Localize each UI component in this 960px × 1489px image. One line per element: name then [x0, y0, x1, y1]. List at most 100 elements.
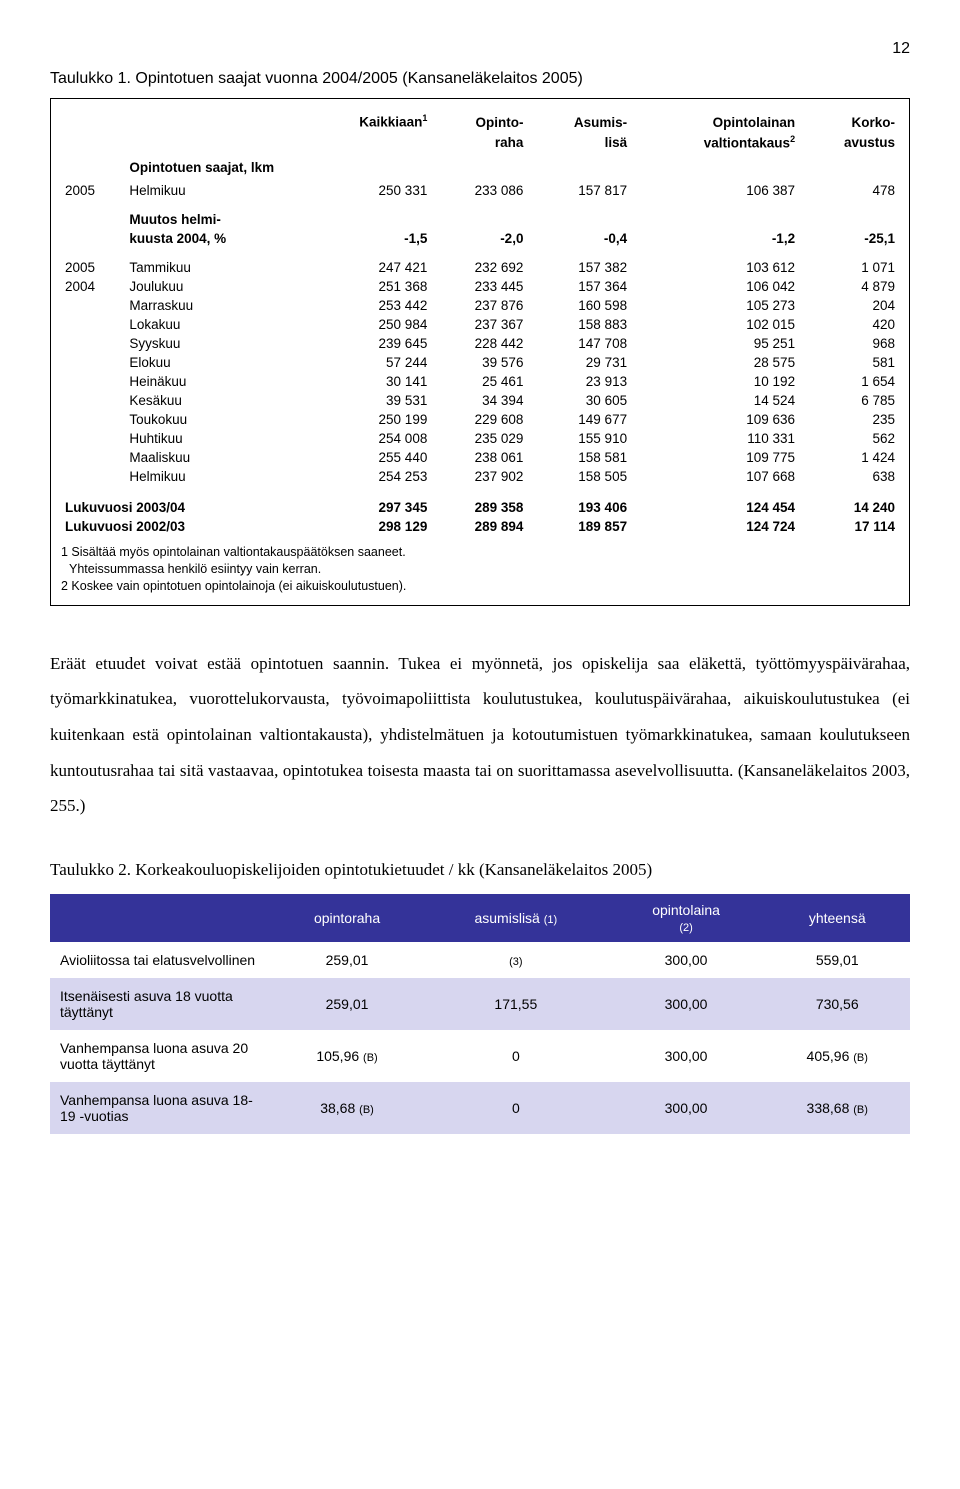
- table-cell: -0,4: [527, 229, 631, 248]
- row-label: Vanhempansa luona asuva 18-19 -vuotias: [50, 1082, 270, 1134]
- table-cell: Toukokuu: [125, 410, 302, 429]
- table-cell: Tammikuu: [125, 258, 302, 277]
- table-row: Avioliitossa tai elatusvelvollinen259,01…: [50, 942, 910, 978]
- table-cell: 17 114: [799, 517, 899, 536]
- table-row: Maaliskuu255 440238 061158 581109 7751 4…: [61, 448, 899, 467]
- table-cell: 237 876: [431, 296, 527, 315]
- table-cell: kuusta 2004, %: [125, 229, 302, 248]
- t2-h1: opintoraha: [270, 894, 424, 942]
- fn2-sup: 2: [61, 579, 68, 593]
- table-cell: 28 575: [631, 353, 799, 372]
- table-cell: 193 406: [527, 498, 631, 517]
- table-cell: 239 645: [303, 334, 432, 353]
- table-cell: 559,01: [764, 942, 910, 978]
- table-cell: 124 454: [631, 498, 799, 517]
- table-cell: 235 029: [431, 429, 527, 448]
- table-cell: 14 524: [631, 391, 799, 410]
- table-row: 2005Helmikuu250 331233 086157 817106 387…: [61, 181, 899, 200]
- table-cell: Lukuvuosi 2002/03: [61, 517, 303, 536]
- table-cell: 259,01: [270, 978, 424, 1030]
- table-cell: 157 364: [527, 277, 631, 296]
- table-cell: [303, 210, 432, 229]
- row-label: Vanhempansa luona asuva 20 vuotta täyttä…: [50, 1030, 270, 1082]
- row-label: Avioliitossa tai elatusvelvollinen: [50, 942, 270, 978]
- table-cell: 57 244: [303, 353, 432, 372]
- table-cell: Huhtikuu: [125, 429, 302, 448]
- body-paragraph: Eräät etuudet voivat estää opintotuen sa…: [50, 646, 910, 824]
- table-cell: 2005: [61, 258, 125, 277]
- table-cell: Muutos helmi-: [125, 210, 302, 229]
- table-cell: 2005: [61, 181, 125, 200]
- table-cell: Syyskuu: [125, 334, 302, 353]
- table1: Kaikkiaan1 Opinto- Asumis- Opintolainan …: [61, 111, 899, 536]
- table-cell: 30 605: [527, 391, 631, 410]
- table-cell: 237 902: [431, 467, 527, 486]
- table-cell: 730,56: [764, 978, 910, 1030]
- table-cell: 250 199: [303, 410, 432, 429]
- table-cell: 157 382: [527, 258, 631, 277]
- table-cell: [61, 296, 125, 315]
- table-cell: 254 008: [303, 429, 432, 448]
- table-cell: 14 240: [799, 498, 899, 517]
- hdr-kaikkiaan: Kaikkiaan: [359, 115, 422, 130]
- table-cell: 247 421: [303, 258, 432, 277]
- table-cell: Lokakuu: [125, 315, 302, 334]
- table-row: Itsenäisesti asuva 18 vuotta täyttänyt25…: [50, 978, 910, 1030]
- table-cell: 109 636: [631, 410, 799, 429]
- table-cell: 39 531: [303, 391, 432, 410]
- table-cell: [527, 210, 631, 229]
- table-row: Lokakuu250 984237 367158 883102 015420: [61, 315, 899, 334]
- table-cell: 300,00: [608, 1082, 765, 1134]
- table-cell: 405,96 (B): [764, 1030, 910, 1082]
- table-cell: Elokuu: [125, 353, 302, 372]
- table-cell: [61, 429, 125, 448]
- table-row: Lukuvuosi 2003/04297 345289 358193 40612…: [61, 498, 899, 517]
- table-cell: 106 042: [631, 277, 799, 296]
- table-cell: [431, 210, 527, 229]
- table-cell: 124 724: [631, 517, 799, 536]
- table-cell: 250 331: [303, 181, 432, 200]
- table-cell: -1,2: [631, 229, 799, 248]
- table-cell: 289 894: [431, 517, 527, 536]
- table-cell: 0: [424, 1082, 608, 1134]
- page-number: 12: [50, 40, 910, 58]
- table-cell: [61, 210, 125, 229]
- table-cell: Joulukuu: [125, 277, 302, 296]
- hdr-sup2: 2: [790, 134, 795, 144]
- table-cell: 255 440: [303, 448, 432, 467]
- table-cell: 250 984: [303, 315, 432, 334]
- table-cell: 478: [799, 181, 899, 200]
- table1-footnotes: 1 Sisältää myös opintolainan valtiontaka…: [61, 544, 899, 595]
- table-cell: 158 883: [527, 315, 631, 334]
- table-row: kuusta 2004, %-1,5-2,0-0,4-1,2-25,1: [61, 229, 899, 248]
- table-row: Kesäkuu39 53134 39430 60514 5246 785: [61, 391, 899, 410]
- table1-caption: Taulukko 1. Opintotuen saajat vuonna 200…: [50, 70, 910, 88]
- row-label: Itsenäisesti asuva 18 vuotta täyttänyt: [50, 978, 270, 1030]
- table-row: Vanhempansa luona asuva 20 vuotta täyttä…: [50, 1030, 910, 1082]
- table2-caption: Taulukko 2. Korkeakouluopiskelijoiden op…: [50, 860, 910, 880]
- table1-box: Kaikkiaan1 Opinto- Asumis- Opintolainan …: [50, 98, 910, 606]
- table-cell: 103 612: [631, 258, 799, 277]
- table-cell: Helmikuu: [125, 181, 302, 200]
- table-cell: 300,00: [608, 942, 765, 978]
- table-cell: 235: [799, 410, 899, 429]
- table-cell: 105,96 (B): [270, 1030, 424, 1082]
- table-row: Helmikuu254 253237 902158 505107 668638: [61, 467, 899, 486]
- table-row: Huhtikuu254 008235 029155 910110 331562: [61, 429, 899, 448]
- table-row: Muutos helmi-: [61, 210, 899, 229]
- table-cell: [61, 467, 125, 486]
- table-cell: [799, 210, 899, 229]
- hdr-asumis-b: lisä: [527, 132, 631, 153]
- table-cell: [61, 315, 125, 334]
- table-cell: 1 071: [799, 258, 899, 277]
- table-cell: 562: [799, 429, 899, 448]
- table-cell: 95 251: [631, 334, 799, 353]
- table-cell: 581: [799, 353, 899, 372]
- table-row: Lukuvuosi 2002/03298 129289 894189 85712…: [61, 517, 899, 536]
- table-cell: [61, 334, 125, 353]
- table-cell: 204: [799, 296, 899, 315]
- table-cell: 229 608: [431, 410, 527, 429]
- table-cell: [61, 410, 125, 429]
- subheader: Opintotuen saajat, lkm: [125, 152, 899, 181]
- table-cell: 155 910: [527, 429, 631, 448]
